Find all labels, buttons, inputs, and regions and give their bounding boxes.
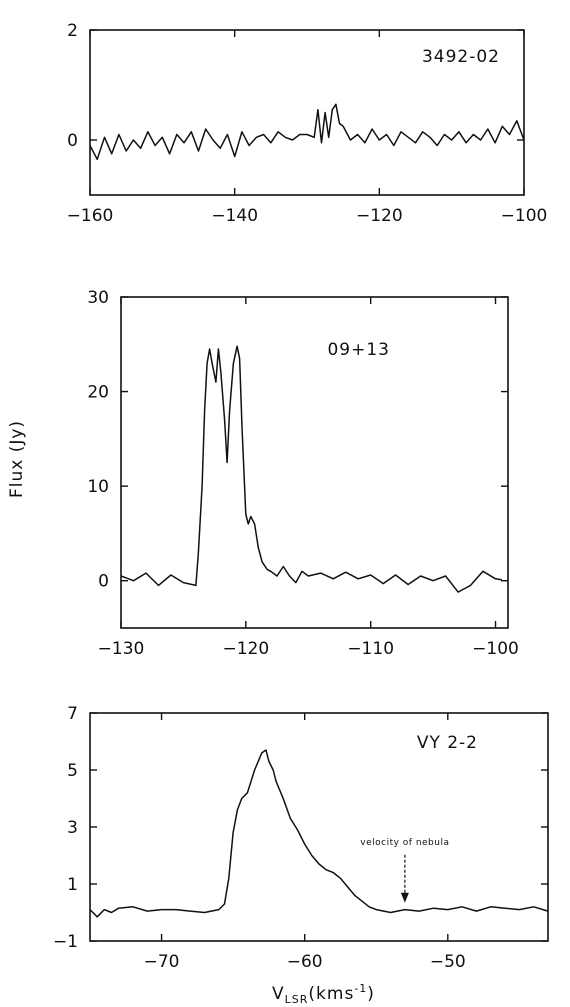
panel-label: 09+13 — [327, 340, 390, 360]
x-tick-label: −130 — [98, 639, 145, 659]
plot-frame — [89, 29, 525, 196]
x-tick-label: −160 — [67, 206, 114, 226]
y-tick-label: −1 — [53, 932, 78, 952]
x-tick-label: −50 — [430, 952, 466, 972]
y-tick-label: 2 — [67, 21, 78, 41]
y-tick-label: 10 — [87, 477, 109, 497]
panel-3492-02: −160 −140 −120 −100 0 2 3492-02 — [67, 21, 548, 226]
y-tick-label: 20 — [87, 383, 109, 403]
x-tick-label: −140 — [211, 206, 258, 226]
y-tick-label: 0 — [67, 131, 78, 151]
y-tick-label: 5 — [67, 761, 78, 781]
plot-frame — [89, 712, 549, 942]
y-axis-label: Flux (Jy) — [7, 420, 27, 498]
panel-vy-2-2: −70 −60 −50 −1 1 3 5 7 VY 2-2 velocity of nebula — [53, 704, 549, 972]
y-tick-label: 3 — [67, 818, 78, 838]
panel-label: 3492-02 — [422, 47, 500, 67]
x-tick-label: −60 — [287, 952, 323, 972]
y-tick-label: 1 — [67, 875, 78, 895]
spectrum-line — [120, 345, 502, 593]
x-axis-label-close: ) — [367, 984, 375, 1004]
annotation-arrow-head — [400, 892, 409, 903]
x-tick-label: −120 — [356, 206, 403, 226]
x-axis-label-unit: (kms — [308, 984, 354, 1004]
y-tick-label: 7 — [67, 704, 78, 724]
x-axis-label: VLSR(kms-1) — [272, 982, 375, 1006]
y-tick-label: 30 — [87, 288, 109, 308]
x-tick-label: −110 — [347, 639, 394, 659]
annotation-label: velocity of nebula — [360, 838, 449, 848]
spectrum-line — [89, 749, 549, 918]
panel-09-13: −130 −120 −110 −100 0 10 20 30 09+13 — [87, 288, 519, 659]
x-tick-label: −100 — [501, 206, 548, 226]
spectrum-line — [89, 103, 525, 161]
y-tick-label: 0 — [98, 572, 109, 592]
x-tick-label: −100 — [472, 639, 519, 659]
plot-frame — [120, 296, 509, 629]
x-axis-label-subscript: LSR — [285, 993, 309, 1006]
x-tick-label: −70 — [144, 952, 180, 972]
x-axis-label-superscript: -1 — [354, 982, 367, 995]
x-tick-label: −120 — [222, 639, 269, 659]
x-axis-label-main: V — [272, 984, 285, 1004]
panel-label: VY 2-2 — [417, 733, 478, 753]
